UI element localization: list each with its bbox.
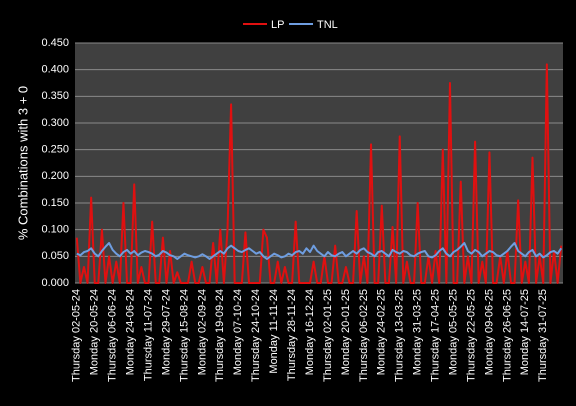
- legend-label: TNL: [317, 19, 338, 31]
- x-tick-label: Monday 14-07-25: [519, 289, 531, 375]
- x-tick-label: Monday 29-07-24: [160, 289, 172, 375]
- x-tick-label: Thursday 26-06-25: [501, 289, 513, 382]
- x-tick-label: Monday 31-03-25: [412, 289, 424, 375]
- x-tick-label: Monday 05-05-25: [447, 289, 459, 375]
- y-tick-label: 0.400: [41, 64, 69, 76]
- x-tick-label: Thursday 13-03-25: [394, 289, 406, 382]
- x-tick-label: Monday 20-01-25: [340, 289, 352, 375]
- x-tick-label: Thursday 06-06-24: [107, 289, 119, 382]
- y-axis-label: % Combinations with 3 + 0: [15, 86, 30, 240]
- x-tick-label: Monday 09-06-25: [483, 289, 495, 375]
- x-tick-label: Monday 02-09-24: [196, 289, 208, 375]
- x-tick-label: Thursday 31-07-25: [537, 289, 549, 382]
- y-tick-label: 0.350: [41, 90, 69, 102]
- x-tick-label: Monday 11-11-24: [268, 289, 280, 374]
- x-tick-label: Thursday 24-10-24: [250, 289, 262, 382]
- series-line: [75, 63, 563, 284]
- x-tick-label: Monday 20-05-24: [89, 289, 101, 375]
- x-tick-label: Thursday 19-09-24: [214, 289, 226, 382]
- x-tick-label: Monday 07-10-24: [232, 289, 244, 375]
- y-tick-label: 0.100: [41, 224, 69, 236]
- x-tick-label: Thursday 02-05-24: [71, 289, 83, 382]
- plot-area: [75, 43, 563, 283]
- x-tick-label: Monday 16-12-24: [304, 289, 316, 375]
- y-tick-label: 0.150: [41, 197, 69, 209]
- x-tick-label: Thursday 15-08-24: [178, 289, 190, 382]
- x-tick-label: Thursday 02-01-25: [322, 289, 334, 382]
- x-tick-label: Thursday 06-02-25: [358, 289, 370, 382]
- y-tick-label: 0.000: [41, 277, 69, 289]
- y-tick-label: 0.300: [41, 117, 69, 129]
- x-tick-label: Thursday 28-11-24: [286, 289, 298, 381]
- series-line: [76, 242, 563, 260]
- x-tick-label: Thursday 11-07-24: [142, 289, 154, 381]
- y-tick-label: 0.200: [41, 170, 69, 182]
- x-tick-label: Monday 24-02-25: [376, 289, 388, 375]
- y-tick-label: 0.450: [41, 37, 69, 49]
- x-tick-label: Thursday 22-05-25: [465, 289, 477, 382]
- y-tick-label: 0.250: [41, 144, 69, 156]
- x-tick-label: Monday 24-06-24: [125, 289, 137, 375]
- x-tick-label: Thursday 17-04-25: [430, 289, 442, 382]
- legend-label: LP: [271, 19, 284, 31]
- y-tick-label: 0.050: [41, 250, 69, 262]
